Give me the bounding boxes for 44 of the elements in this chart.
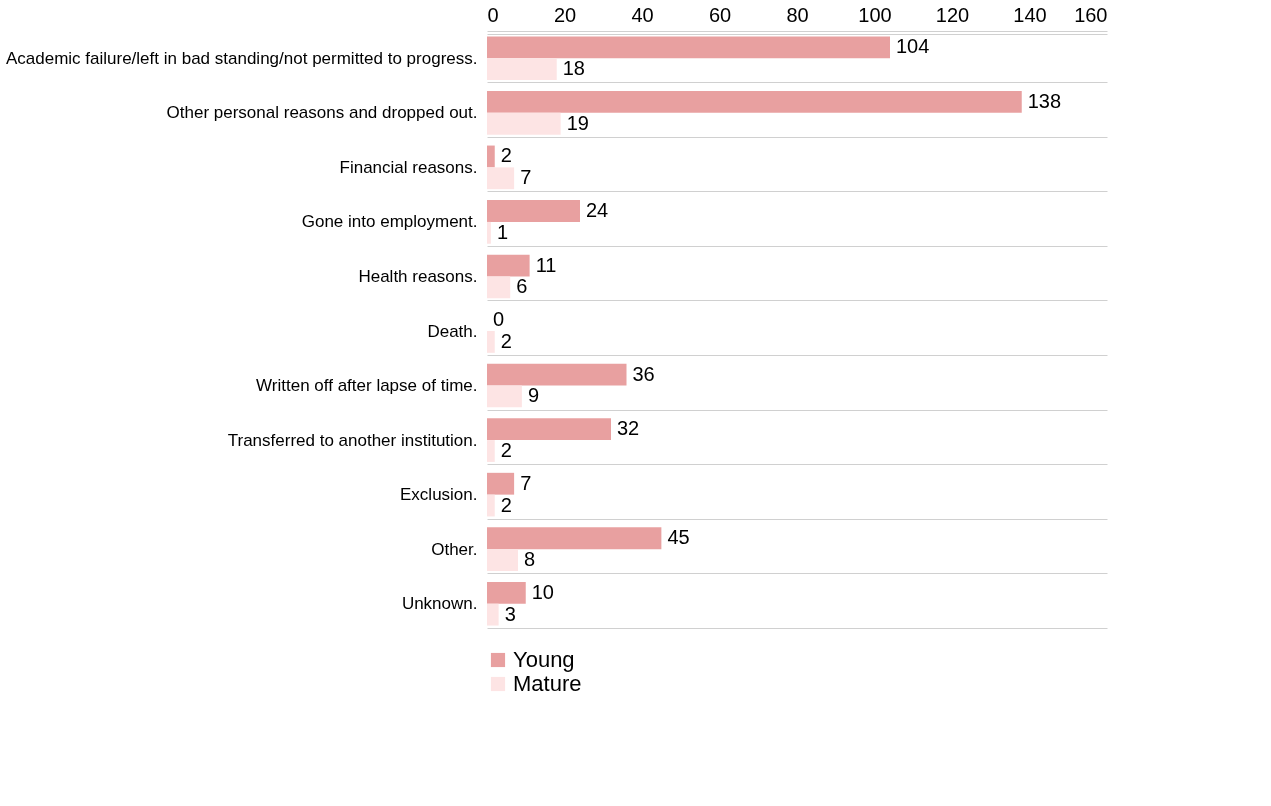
- data-label: 8: [524, 548, 536, 571]
- x-tick-label: 0: [487, 3, 499, 26]
- data-label: 9: [527, 384, 539, 407]
- data-label: 11: [535, 253, 557, 276]
- y-tick-label: Other personal reasons and dropped out.: [166, 103, 478, 123]
- legend-label: Young: [513, 647, 575, 672]
- data-label: 0: [493, 308, 505, 331]
- y-tick-label: Unknown.: [401, 594, 478, 614]
- data-label: 45: [667, 526, 690, 549]
- y-tick-label: Health reasons.: [358, 266, 478, 286]
- x-tick-label: 160: [1074, 3, 1108, 26]
- y-tick-label: Exclusion.: [400, 485, 478, 505]
- x-tick-label: 120: [935, 3, 970, 26]
- data-label: 104: [896, 35, 930, 58]
- x-tick-label: 40: [631, 3, 654, 26]
- data-label: 2: [500, 329, 512, 352]
- y-tick-label: Other.: [431, 539, 478, 559]
- x-tick-label: 100: [858, 3, 892, 26]
- data-label: 138: [1027, 89, 1062, 112]
- y-tick-label: Financial reasons.: [339, 157, 478, 177]
- data-label: 2: [500, 493, 512, 516]
- data-label: 36: [632, 362, 655, 385]
- legend-label: Mature: [513, 671, 582, 696]
- x-tick-label: 140: [1013, 3, 1047, 26]
- data-label: 2: [500, 144, 512, 167]
- y-tick-label: Transferred to another institution.: [227, 430, 478, 450]
- x-tick-label: 60: [708, 3, 732, 26]
- y-tick-label: Gone into employment.: [301, 212, 478, 232]
- data-label: 18: [562, 57, 585, 80]
- x-tick-label: 80: [786, 3, 809, 26]
- data-label: 7: [520, 166, 532, 189]
- y-tick-label: Academic failure/left in bad standing/not permitted to progress.: [5, 48, 478, 68]
- data-label: 6: [516, 275, 528, 298]
- data-label: 7: [520, 471, 532, 494]
- data-label: 1: [496, 220, 508, 243]
- data-label: 24: [586, 199, 609, 221]
- data-label: 19: [566, 111, 589, 134]
- data-label: 32: [617, 417, 640, 440]
- data-label: 10: [531, 580, 554, 603]
- x-tick-label: 20: [553, 3, 577, 26]
- y-tick-label: Death.: [427, 321, 478, 341]
- y-tick-label: Written off after lapse of time.: [256, 376, 478, 396]
- data-label: 3: [504, 602, 516, 625]
- data-label: 2: [500, 439, 512, 461]
